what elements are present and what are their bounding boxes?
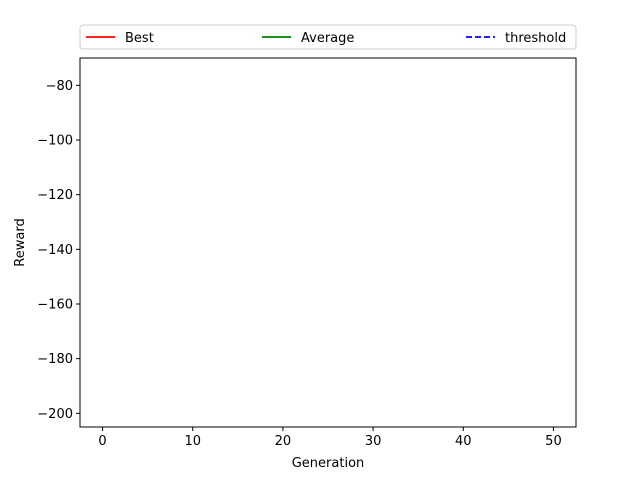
x-axis-title: Generation [292, 456, 365, 471]
y-axis-title: Reward [13, 218, 28, 266]
legend-items: Best Average threshold [86, 31, 566, 46]
x-tick-label: 50 [545, 434, 562, 449]
x-tick-label: 0 [98, 434, 106, 449]
y-tick-label: −200 [37, 407, 73, 422]
x-tick-label: 40 [455, 434, 472, 449]
legend-label-best: Best [125, 31, 154, 46]
y-tick-label: −160 [37, 298, 73, 313]
y-tick-label: −80 [46, 79, 73, 94]
legend-label-average: Average [301, 31, 354, 46]
y-axis-ticks: −200 −180 −160 −140 −120 −100 −80 [37, 79, 80, 422]
y-tick-label: −180 [37, 352, 73, 367]
plot-area-frame [79, 57, 577, 428]
y-tick-label: −140 [37, 243, 73, 258]
legend-label-threshold: threshold [505, 31, 566, 46]
x-axis-ticks: 0 10 20 30 40 50 [98, 427, 562, 449]
x-tick-label: 10 [184, 434, 201, 449]
legend-box [79, 24, 577, 50]
legend: Best Average threshold [79, 24, 577, 50]
x-tick-label: 20 [275, 434, 292, 449]
y-tick-label: −120 [37, 188, 73, 203]
x-tick-label: 30 [365, 434, 382, 449]
y-tick-label: −100 [37, 134, 73, 149]
